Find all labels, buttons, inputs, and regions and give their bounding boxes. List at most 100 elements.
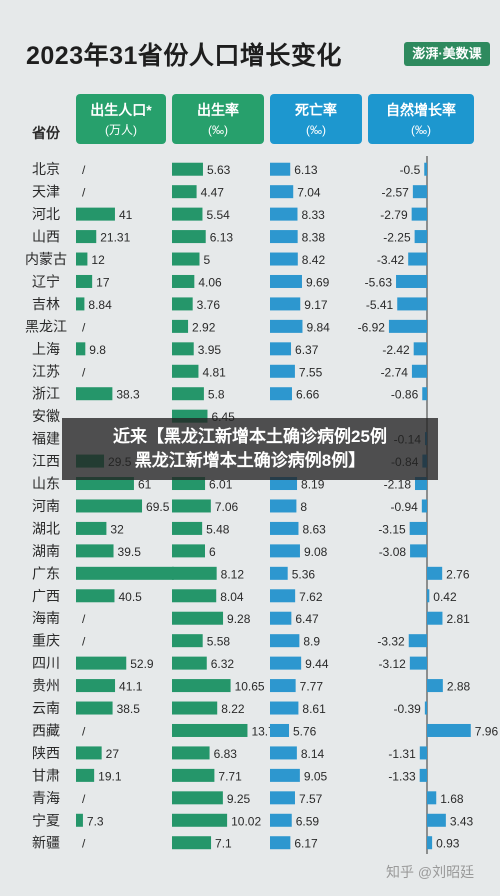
row-header-label: 省份 <box>31 125 61 141</box>
data-label: 3.95 <box>198 343 222 357</box>
column-header-natural_growth <box>368 94 474 144</box>
bar <box>419 746 427 760</box>
headline-overlay[interactable]: 近来【黑龙江新增本土确诊病例25例 黑龙江新增本土确诊病例8例】 <box>62 418 438 480</box>
province-label: 浙江 <box>32 386 60 402</box>
brand-logo: 澎湃·美数课 <box>404 42 490 66</box>
bar <box>172 185 197 199</box>
data-label: 8.84 <box>88 298 112 312</box>
data-label: 3.43 <box>450 814 474 828</box>
bar <box>270 387 292 401</box>
bar <box>76 230 97 244</box>
province-label: 甘肃 <box>32 767 60 783</box>
bar <box>270 252 298 266</box>
bar <box>270 162 291 176</box>
data-label: -2.74 <box>381 365 409 379</box>
bar <box>172 634 203 648</box>
bar <box>76 521 107 535</box>
column-header-birth_rate <box>172 94 264 144</box>
province-label: 山东 <box>32 476 60 492</box>
bar <box>421 499 427 513</box>
data-label: 17 <box>96 275 110 289</box>
data-label: 6.01 <box>209 478 233 492</box>
province-label: 云南 <box>32 700 60 716</box>
province-label: 新疆 <box>32 835 60 851</box>
bar <box>424 701 427 715</box>
bar <box>76 566 174 580</box>
bar <box>172 679 231 693</box>
missing-value-label: / <box>82 837 86 851</box>
data-label: 7.71 <box>218 769 242 783</box>
data-label: 8.33 <box>301 208 325 222</box>
bar <box>76 768 95 782</box>
bar <box>413 342 427 356</box>
bar <box>270 319 303 333</box>
bar <box>172 521 203 535</box>
missing-value-label: / <box>82 724 86 738</box>
bar <box>76 589 115 603</box>
bar <box>76 477 134 491</box>
province-label: 安徽 <box>32 408 60 424</box>
data-label: 6 <box>209 545 216 559</box>
bar <box>172 387 204 401</box>
missing-value-label: / <box>82 792 86 806</box>
data-label: -2.79 <box>380 208 408 222</box>
bar <box>270 499 297 513</box>
data-label: 7.04 <box>297 186 321 200</box>
bar <box>270 477 298 491</box>
data-label: 9.69 <box>306 275 330 289</box>
province-label: 广西 <box>32 588 60 604</box>
data-label: 6.13 <box>210 231 234 245</box>
bar <box>270 274 302 288</box>
bar <box>427 679 443 693</box>
bar <box>270 768 300 782</box>
province-label: 吉林 <box>32 296 60 312</box>
data-label: 9.17 <box>304 298 328 312</box>
data-label: 7.06 <box>215 500 239 514</box>
bar <box>427 589 430 603</box>
bar <box>172 723 248 737</box>
bar <box>408 634 427 648</box>
column-header-label: 出生率 <box>197 102 239 118</box>
province-label: 湖北 <box>32 520 60 536</box>
bar <box>172 274 195 288</box>
data-label: 52.9 <box>130 657 154 671</box>
province-label: 贵州 <box>32 678 60 694</box>
data-label: 4.81 <box>202 365 226 379</box>
missing-value-label: / <box>82 320 86 334</box>
data-label: -3.15 <box>378 522 406 536</box>
bar <box>415 477 427 491</box>
data-label: 5.36 <box>292 567 316 581</box>
data-label: 5.48 <box>206 522 230 536</box>
data-label: 8.19 <box>301 478 325 492</box>
province-label: 内蒙古 <box>25 251 67 267</box>
data-label: 5 <box>204 253 211 267</box>
province-label: 江苏 <box>32 363 60 379</box>
province-label: 辽宁 <box>32 273 60 289</box>
bar <box>397 297 427 311</box>
data-label: -3.32 <box>377 635 405 649</box>
data-label: 6.13 <box>294 163 318 177</box>
data-label: 2.81 <box>446 612 470 626</box>
data-label: 5.54 <box>206 208 230 222</box>
data-label: -2.57 <box>382 186 410 200</box>
column-header-births <box>76 94 166 144</box>
province-label: 天津 <box>32 184 60 200</box>
data-label: -1.31 <box>388 747 416 761</box>
data-label: 38.5 <box>117 702 141 716</box>
bar <box>172 566 217 580</box>
bar <box>396 274 427 288</box>
data-label: 0.93 <box>436 837 460 851</box>
data-label: 61 <box>138 478 152 492</box>
data-label: 27 <box>106 747 120 761</box>
chart-title: 2023年31省份人口增长变化 <box>26 42 342 70</box>
bar <box>422 387 427 401</box>
data-label: 1.68 <box>440 792 464 806</box>
bar <box>172 544 205 558</box>
bar <box>270 723 290 737</box>
bar <box>270 589 296 603</box>
bar <box>76 342 86 356</box>
bar <box>270 364 295 378</box>
bar <box>409 656 427 670</box>
bar <box>172 252 200 266</box>
